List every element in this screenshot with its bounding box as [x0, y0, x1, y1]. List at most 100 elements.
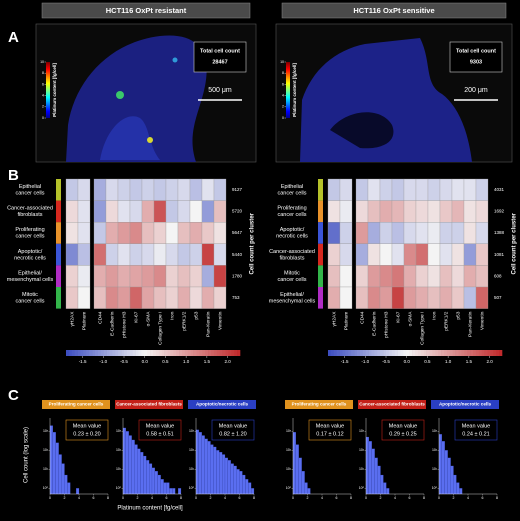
- colorbar-step: [426, 350, 430, 356]
- hist-title: Apoptotic/necrotic cells: [439, 402, 492, 407]
- y-tick-label: 10³: [359, 429, 365, 433]
- heatmap-cell: [201, 265, 215, 288]
- heatmap-cell: [367, 243, 381, 266]
- heatmap-cell: [177, 178, 191, 201]
- colorbar-tick-label: 8: [282, 71, 284, 75]
- heatmap-cell: [415, 286, 429, 309]
- x-tick-label: 6: [93, 496, 95, 500]
- row-label: Proliferating: [15, 227, 44, 233]
- x-tick-label: 0: [49, 496, 51, 500]
- heatmap-cell: [213, 222, 227, 244]
- colorbar-step: [493, 350, 497, 356]
- column-label: γH2AX: [69, 311, 75, 327]
- column-label: Iron: [431, 311, 437, 320]
- hist-bar: [236, 469, 240, 495]
- heatmap-cell: [129, 265, 143, 288]
- heatmap-cell: [403, 286, 417, 309]
- hist-bar: [49, 425, 53, 495]
- heatmap-cell: [327, 243, 341, 266]
- heatmap-cell: [439, 200, 453, 223]
- heatmap-cell: [391, 286, 405, 309]
- count-value: 28467: [212, 59, 227, 65]
- hist-bar: [368, 441, 372, 495]
- row-label: Apoptotic/: [280, 227, 305, 233]
- hist-title-box: [188, 400, 256, 409]
- hist-bar: [75, 488, 80, 495]
- colorbar-step: [368, 350, 372, 356]
- heatmap-cell: [475, 222, 489, 244]
- cluster-count: 1388: [494, 230, 505, 235]
- colorbar-step: [438, 350, 442, 356]
- colorbar-step: [348, 350, 352, 356]
- column-label: Platinum: [81, 312, 87, 331]
- y-tick-label: 10¹: [432, 467, 438, 471]
- y-tick-label: 10⁰: [359, 486, 365, 490]
- count-axis-label: Cell count per cluster: [250, 212, 256, 274]
- heatmap-cell: [165, 286, 179, 309]
- y-tick-label: 10³: [189, 429, 195, 433]
- column-label: pERK1/2: [443, 311, 449, 331]
- colorbar-tick-label: 4: [282, 94, 284, 98]
- hist-bar: [295, 444, 299, 495]
- heatmap-cell: [415, 200, 429, 223]
- hist-bar: [242, 474, 246, 495]
- hist-bar: [210, 444, 214, 495]
- heatmap-cell: [189, 286, 203, 309]
- cluster-count: 507: [494, 295, 502, 300]
- colorbar-step: [371, 350, 375, 356]
- hist-bar: [230, 463, 234, 495]
- y-tick-label: 10¹: [359, 467, 365, 471]
- colorbar-step: [357, 350, 361, 356]
- colorbar-tick-label: 2: [42, 105, 44, 109]
- cluster-count: 1780: [232, 273, 243, 278]
- heatmap-cell: [141, 222, 155, 244]
- heatmap-cell: [463, 243, 477, 266]
- cluster-count: 1692: [494, 209, 505, 214]
- colorbar-tick-label: 2: [282, 105, 284, 109]
- heatmap-cell: [355, 265, 369, 288]
- colorbar-step: [158, 350, 162, 356]
- colorbar-tick-label: -1.0: [361, 359, 369, 364]
- row-color: [56, 287, 61, 309]
- row-label: cancer cells: [277, 212, 306, 218]
- colorbar-step: [196, 350, 200, 356]
- hist-bar: [444, 450, 448, 495]
- y-tick-label: 10⁰: [43, 486, 49, 490]
- row-label: mesenchymal cells: [7, 277, 54, 283]
- heatmap-cell: [65, 222, 79, 244]
- x-tick-label: 4: [78, 496, 80, 500]
- colorbar-tick-label: 6: [42, 82, 44, 86]
- x-tick-label: 0: [438, 496, 440, 500]
- colorbar-step: [138, 350, 142, 356]
- colorbar-step: [383, 350, 387, 356]
- heatmap-cell: [427, 286, 441, 309]
- heatmap-cell: [355, 200, 369, 223]
- colorbar-step: [89, 350, 93, 356]
- hist-bar: [239, 471, 243, 495]
- colorbar-step: [86, 350, 90, 356]
- heatmap-cell: [439, 222, 453, 244]
- colorbar-tick-label: -0.5: [120, 359, 128, 364]
- row-label: necrotic cells: [276, 234, 308, 240]
- heatmap-cell: [339, 286, 353, 309]
- heatmap-cell: [65, 243, 79, 266]
- heatmap-cell: [105, 178, 119, 201]
- x-tick-label: 4: [321, 496, 323, 500]
- heatmap-cell: [129, 178, 143, 201]
- mean-box: [211, 419, 255, 441]
- colorbar-step: [441, 350, 445, 356]
- column-label: Platinum: [343, 312, 349, 331]
- colorbar-step: [362, 350, 366, 356]
- colorbar-step: [135, 350, 139, 356]
- y-tick-label: 10²: [43, 448, 49, 452]
- colorbar-step: [68, 350, 73, 356]
- hist-title: Proliferating cancer cells: [49, 402, 104, 407]
- colorbar-step: [77, 350, 81, 356]
- heatmap-cell: [475, 265, 489, 288]
- column-label: α-SMA: [145, 311, 151, 327]
- hist-bar: [140, 452, 144, 495]
- colorbar-tick-label: 10: [40, 60, 44, 64]
- colorbar-step: [394, 350, 398, 356]
- heatmap-cell: [129, 222, 143, 244]
